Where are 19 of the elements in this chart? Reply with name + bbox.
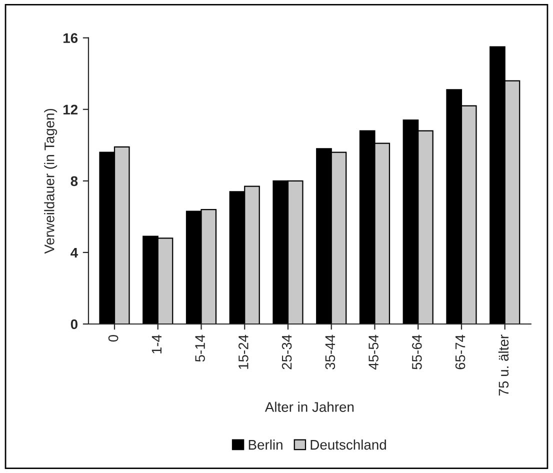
y-tick-label: 4 <box>70 248 78 258</box>
legend-label: Berlin <box>248 440 282 450</box>
x-tick-label: 65-74 <box>455 334 466 370</box>
x-tick-label: 35-44 <box>325 334 336 370</box>
y-tick-label: 0 <box>70 319 78 330</box>
x-axis-title: Alter in Jahren <box>264 402 354 412</box>
x-tick-label: 0 <box>108 334 118 342</box>
x-tick-label: 25-34 <box>282 334 292 370</box>
y-axis-title: Verweildauer (in Tagen) <box>44 108 58 254</box>
legend-label: Deutschland <box>310 440 386 450</box>
y-tick-label: 12 <box>63 104 78 114</box>
x-tick-label: 45-54 <box>368 334 378 370</box>
x-tick-label: 5-14 <box>195 334 205 362</box>
y-tick-label: 8 <box>70 176 78 186</box>
x-tick-label: 75 u. älter <box>498 334 509 396</box>
y-tick-label: 16 <box>63 33 78 44</box>
x-tick-label: 1-4 <box>152 334 162 354</box>
x-tick-label: 55-64 <box>412 334 422 370</box>
x-tick-label: 15-24 <box>238 334 248 369</box>
